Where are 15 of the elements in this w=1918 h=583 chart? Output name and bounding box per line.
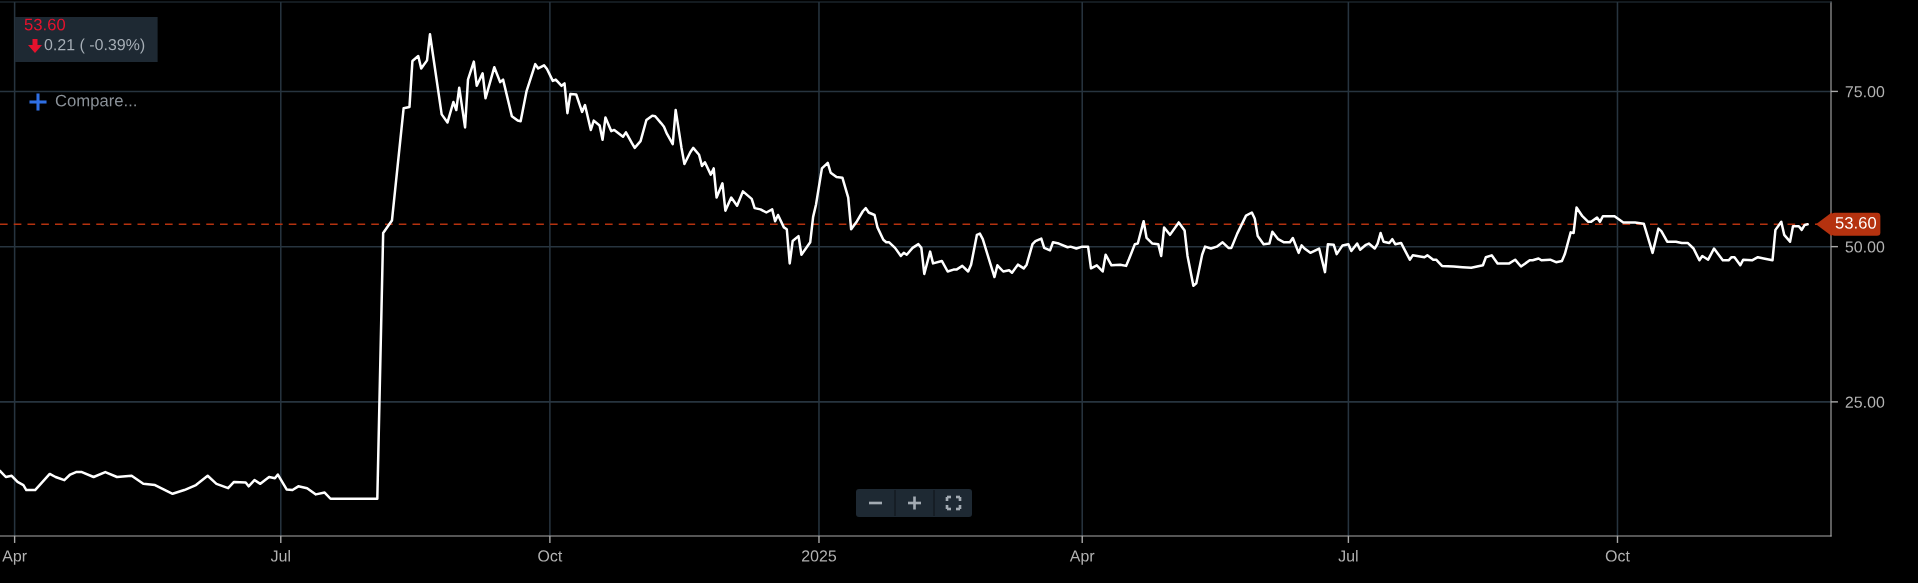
y-tick-label: 25.00 — [1845, 396, 1885, 408]
x-tick-label: Oct — [538, 550, 563, 562]
x-tick-label: Jul — [270, 549, 290, 562]
annotation: 0.21 ( -0.39%) — [44, 38, 145, 54]
x-tick-label: Apr — [2, 550, 27, 565]
ref-line-label: 53.60 — [1835, 216, 1877, 229]
x-tick-label: Jul — [1338, 549, 1358, 562]
x-tick-label: 2025 — [802, 550, 837, 562]
y-tick-label: 75.00 — [1845, 86, 1885, 98]
x-tick-label: Apr — [1069, 550, 1095, 565]
y-tick-label: 50.00 — [1845, 241, 1885, 253]
line-series — [0, 33, 1809, 500]
annotation: Compare... — [55, 94, 136, 110]
x-tick-label: Oct — [1605, 550, 1630, 562]
annotation: 53.60 — [24, 18, 66, 31]
